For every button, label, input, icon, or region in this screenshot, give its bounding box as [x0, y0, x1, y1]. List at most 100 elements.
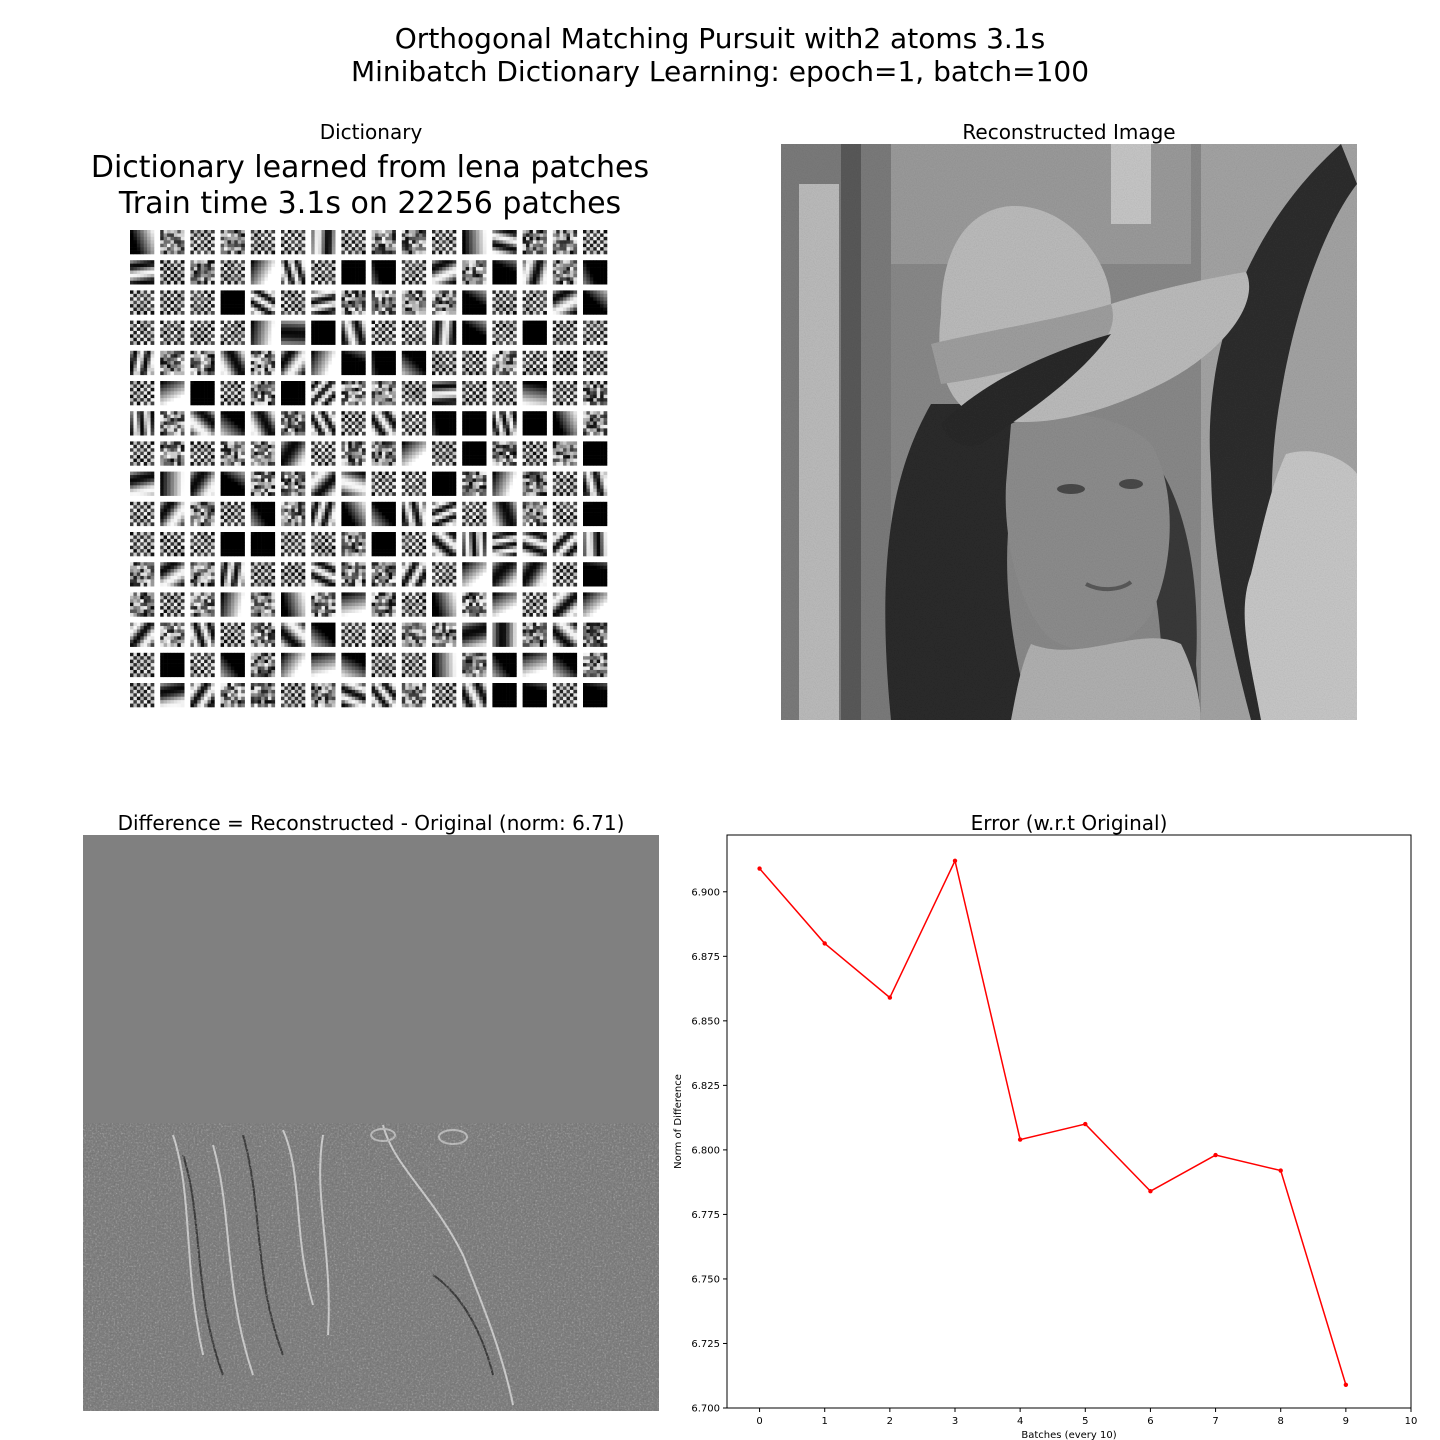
dictionary-atom [130, 471, 155, 496]
y-tick-label: 6.775 [691, 1210, 720, 1221]
x-tick-label: 6 [1147, 1416, 1153, 1427]
dictionary-atom [552, 592, 578, 617]
error-chart-title: Error (w.r.t Original) [970, 811, 1168, 835]
dictionary-atom [371, 441, 396, 466]
dictionary-atom [250, 260, 276, 285]
dictionary-atom [311, 501, 336, 527]
dictionary-atom [462, 230, 487, 255]
dictionary-atom [522, 320, 547, 345]
dictionary-atom [341, 592, 366, 617]
dictionary-atom [130, 350, 155, 376]
dictionary-atom [220, 350, 245, 376]
dictionary-atom [583, 501, 608, 527]
dictionary-atom [462, 562, 487, 587]
dictionary-atom [371, 592, 396, 617]
dictionary-atom [552, 501, 578, 527]
dictionary-atom [220, 622, 245, 647]
dictionary-atom [311, 622, 336, 647]
dictionary-atom [341, 562, 366, 587]
dictionary-atom [311, 441, 336, 466]
dictionary-panel: Dictionary learned from lena patches Tra… [82, 148, 658, 718]
dictionary-atom [583, 381, 608, 406]
dictionary-atom [432, 652, 457, 678]
dictionary-atom [522, 350, 547, 376]
dictionary-atom [492, 683, 517, 708]
dictionary-atom [281, 290, 306, 315]
dictionary-atom [281, 230, 306, 255]
dictionary-atom [552, 290, 578, 315]
x-tick-label: 5 [1082, 1416, 1088, 1427]
dictionary-atom [160, 320, 185, 345]
dictionary-atom [341, 622, 366, 647]
dictionary-atom [432, 411, 457, 436]
dictionary-atom [401, 652, 427, 678]
dictionary-atom [130, 562, 155, 587]
y-tick-label: 6.875 [691, 952, 720, 963]
dictionary-atom [583, 411, 608, 436]
dictionary-atom [492, 592, 517, 617]
dictionary-atom [522, 290, 547, 315]
dictionary-atom [583, 562, 608, 587]
dictionary-atom [462, 683, 487, 708]
dictionary-atom [492, 411, 517, 436]
dictionary-atom [552, 622, 578, 647]
data-point [1017, 1137, 1023, 1142]
dictionary-atom [522, 652, 547, 678]
dictionary-atom [311, 683, 336, 708]
dictionary-atom [522, 622, 547, 647]
dictionary-atom [281, 350, 306, 376]
dictionary-atom [371, 320, 396, 345]
dictionary-atom [522, 532, 547, 557]
dictionary-atom [401, 290, 427, 315]
reconstructed-panel-title: Reconstructed Image [962, 120, 1176, 144]
dictionary-atom [401, 230, 427, 255]
dictionary-atom [492, 471, 517, 496]
dictionary-atom [311, 411, 336, 436]
figure-suptitle: Orthogonal Matching Pursuit with2 atoms … [0, 22, 1440, 88]
dictionary-atom [583, 471, 608, 496]
y-tick-label: 6.700 [691, 1404, 720, 1415]
dictionary-atom [160, 441, 185, 466]
dictionary-atom [401, 320, 427, 345]
y-tick-label: 6.725 [691, 1339, 720, 1350]
dictionary-atom [583, 320, 608, 345]
dictionary-atom [281, 592, 306, 617]
dictionary-atom [522, 501, 547, 527]
dictionary-atom [583, 441, 608, 466]
dictionary-atom [432, 350, 457, 376]
dictionary-atom [220, 532, 245, 557]
dictionary-atom [250, 350, 276, 376]
dictionary-atom [401, 350, 427, 376]
dictionary-atom [160, 350, 185, 376]
dictionary-atom [341, 381, 366, 406]
dictionary-atom [250, 471, 276, 496]
dictionary-atom [341, 260, 366, 285]
dictionary-atom [401, 501, 427, 527]
dictionary-atom [583, 683, 608, 708]
x-tick-label: 4 [1017, 1416, 1023, 1427]
dictionary-panel-title: Dictionary [319, 120, 423, 144]
suptitle-line-2: Minibatch Dictionary Learning: epoch=1, … [350, 55, 1090, 88]
dictionary-atom [311, 230, 336, 255]
dictionary-atom [401, 260, 427, 285]
x-tick-label: 8 [1278, 1416, 1284, 1427]
dictionary-atom [220, 471, 245, 496]
dictionary-atom [130, 683, 155, 708]
dictionary-atom [371, 532, 396, 557]
dictionary-atom [552, 532, 578, 557]
dictionary-atom [552, 683, 578, 708]
dictionary-atom [522, 260, 547, 285]
dictionary-atom [281, 501, 306, 527]
x-tick-label: 10 [1405, 1416, 1418, 1427]
dictionary-atom [583, 652, 608, 678]
dictionary-atom [130, 320, 155, 345]
dictionary-atom [432, 381, 457, 406]
dictionary-atom [432, 471, 457, 496]
dictionary-atom [341, 320, 366, 345]
dictionary-atom [250, 320, 276, 345]
dictionary-atom [250, 683, 276, 708]
dictionary-atom [160, 471, 185, 496]
dictionary-atom [371, 622, 396, 647]
dictionary-atom [432, 230, 457, 255]
dictionary-atom [552, 320, 578, 345]
